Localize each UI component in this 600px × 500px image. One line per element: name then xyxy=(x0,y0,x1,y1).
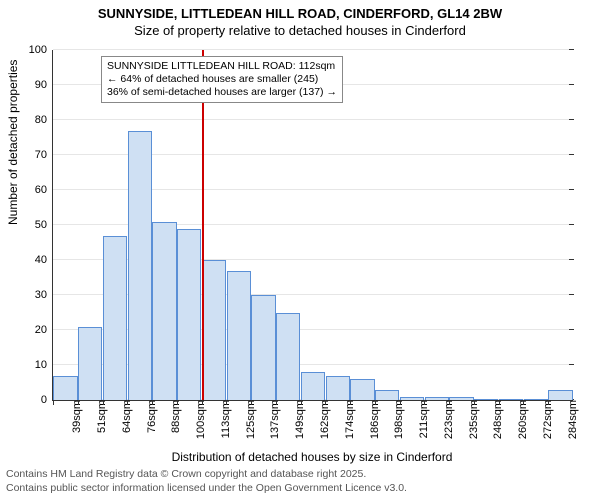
histogram-bar xyxy=(152,222,176,401)
ytick-label: 40 xyxy=(35,254,53,266)
xtick-mark xyxy=(202,400,203,405)
xtick-label: 211sqm xyxy=(416,400,430,438)
xtick-mark xyxy=(276,400,277,405)
xtick-mark xyxy=(103,400,104,405)
xtick-label: 149sqm xyxy=(292,400,306,439)
ytick-label: 30 xyxy=(35,289,53,301)
xtick-label: 64sqm xyxy=(119,400,133,433)
xtick-label: 235sqm xyxy=(466,400,480,439)
xtick-mark xyxy=(325,400,326,405)
histogram-bar xyxy=(350,379,374,400)
histogram-bar xyxy=(301,372,325,400)
ytick-label: 50 xyxy=(35,219,53,231)
xtick-label: 51sqm xyxy=(94,400,108,433)
xtick-mark xyxy=(474,400,475,405)
histogram-bar xyxy=(548,390,572,401)
histogram-bar xyxy=(53,376,77,401)
xtick-label: 260sqm xyxy=(515,400,529,439)
xtick-mark xyxy=(78,400,79,405)
xtick-mark xyxy=(127,400,128,405)
ytick-mark xyxy=(569,49,574,50)
xtick-mark xyxy=(152,400,153,405)
annotation-line1: SUNNYSIDE LITTLEDEAN HILL ROAD: 112sqm xyxy=(107,60,337,73)
ytick-mark xyxy=(569,119,574,120)
annotation-line3: 36% of semi-detached houses are larger (… xyxy=(107,86,337,99)
grid-line xyxy=(53,119,573,120)
histogram-bar xyxy=(177,229,201,401)
xtick-mark xyxy=(449,400,450,405)
y-axis-label: Number of detached properties xyxy=(6,60,20,225)
chart-title-line1: SUNNYSIDE, LITTLEDEAN HILL ROAD, CINDERF… xyxy=(0,0,600,23)
xtick-label: 137sqm xyxy=(267,400,281,439)
xtick-label: 113sqm xyxy=(218,400,232,438)
xtick-label: 76sqm xyxy=(144,400,158,433)
ytick-label: 60 xyxy=(35,184,53,196)
xtick-mark xyxy=(350,400,351,405)
xtick-mark xyxy=(177,400,178,405)
grid-line xyxy=(53,49,573,50)
ytick-label: 10 xyxy=(35,359,53,371)
histogram-bar xyxy=(251,295,275,400)
xtick-label: 39sqm xyxy=(69,400,83,433)
xtick-label: 272sqm xyxy=(540,400,554,439)
ytick-label: 20 xyxy=(35,324,53,336)
annotation-line2: ← 64% of detached houses are smaller (24… xyxy=(107,73,337,86)
footer-line1: Contains HM Land Registry data © Crown c… xyxy=(6,468,407,482)
ytick-mark xyxy=(569,189,574,190)
xtick-label: 198sqm xyxy=(391,400,405,439)
histogram-bar xyxy=(128,131,152,401)
xtick-label: 223sqm xyxy=(441,400,455,439)
histogram-bar xyxy=(326,376,350,401)
chart-container: SUNNYSIDE, LITTLEDEAN HILL ROAD, CINDERF… xyxy=(0,0,600,500)
xtick-label: 186sqm xyxy=(367,400,381,439)
chart-title-line2: Size of property relative to detached ho… xyxy=(0,23,600,42)
ytick-label: 80 xyxy=(35,114,53,126)
xtick-label: 162sqm xyxy=(317,400,331,439)
xtick-label: 88sqm xyxy=(168,400,182,433)
xtick-label: 125sqm xyxy=(243,400,257,439)
xtick-mark xyxy=(53,400,54,405)
ytick-mark xyxy=(569,84,574,85)
xtick-mark xyxy=(499,400,500,405)
xtick-label: 284sqm xyxy=(565,400,579,439)
xtick-label: 174sqm xyxy=(342,400,356,439)
ytick-label: 90 xyxy=(35,79,53,91)
plot-area: 010203040506070809010039sqm51sqm64sqm76s… xyxy=(52,50,573,401)
ytick-mark xyxy=(569,259,574,260)
ytick-mark xyxy=(569,294,574,295)
histogram-bar xyxy=(375,390,399,401)
annotation-box: SUNNYSIDE LITTLEDEAN HILL ROAD: 112sqm ←… xyxy=(101,56,343,103)
xtick-mark xyxy=(226,400,227,405)
histogram-bar xyxy=(103,236,127,401)
xtick-mark xyxy=(424,400,425,405)
footer-line2: Contains public sector information licen… xyxy=(6,482,407,496)
xtick-mark xyxy=(548,400,549,405)
chart-footer: Contains HM Land Registry data © Crown c… xyxy=(6,468,407,495)
ytick-mark xyxy=(569,329,574,330)
ytick-mark xyxy=(569,154,574,155)
xtick-label: 100sqm xyxy=(193,400,207,439)
ytick-mark xyxy=(569,364,574,365)
ytick-mark xyxy=(569,224,574,225)
x-axis-label: Distribution of detached houses by size … xyxy=(52,450,572,464)
histogram-bar xyxy=(202,260,226,400)
xtick-mark xyxy=(301,400,302,405)
histogram-bar xyxy=(78,327,102,401)
xtick-label: 248sqm xyxy=(490,400,504,439)
xtick-mark xyxy=(400,400,401,405)
ytick-label: 100 xyxy=(29,44,53,56)
xtick-mark xyxy=(523,400,524,405)
xtick-mark xyxy=(251,400,252,405)
xtick-mark xyxy=(375,400,376,405)
ytick-label: 0 xyxy=(41,394,53,406)
histogram-bar xyxy=(276,313,300,401)
histogram-bar xyxy=(227,271,251,401)
ytick-label: 70 xyxy=(35,149,53,161)
